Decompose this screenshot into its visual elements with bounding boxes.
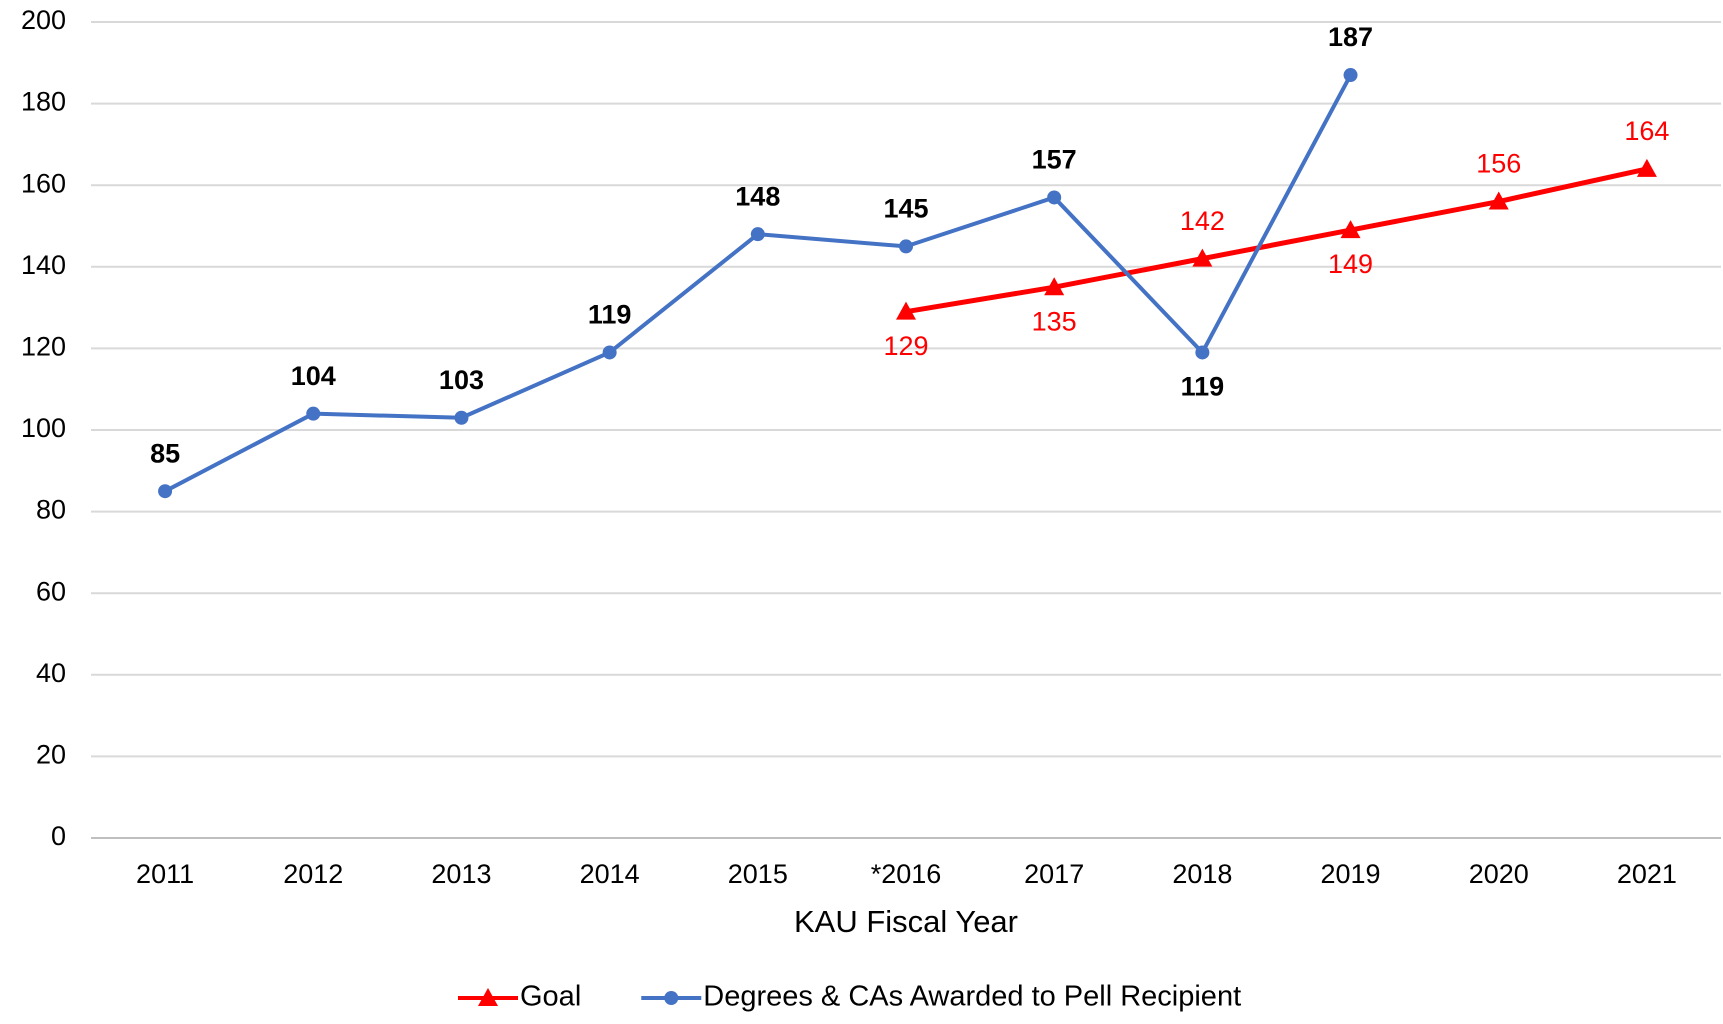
data-point — [1488, 191, 1509, 210]
y-tick-label: 20 — [36, 740, 66, 770]
data-label: 164 — [1624, 116, 1669, 146]
data-label: 119 — [588, 300, 632, 330]
data-point — [1195, 345, 1210, 360]
data-label: 129 — [883, 331, 928, 361]
data-point — [306, 406, 321, 421]
data-point — [1192, 248, 1213, 267]
data-label: 119 — [1181, 372, 1225, 402]
data-point — [1343, 68, 1358, 83]
data-point — [1636, 158, 1657, 177]
legend-label: Goal — [520, 981, 581, 1013]
x-tick-label: 2019 — [1321, 859, 1381, 889]
x-tick-label: 2017 — [1024, 859, 1084, 889]
data-point — [454, 410, 469, 425]
data-point — [1340, 220, 1361, 239]
x-tick-label: 2018 — [1172, 859, 1232, 889]
data-point — [1047, 190, 1062, 205]
data-point — [602, 345, 617, 360]
data-point — [158, 484, 173, 499]
legend-marker — [478, 988, 498, 1006]
x-tick-label: 2011 — [136, 859, 194, 889]
data-point — [1044, 277, 1065, 296]
data-label: 104 — [291, 361, 336, 391]
y-tick-label: 200 — [21, 5, 66, 35]
data-label: 135 — [1032, 306, 1077, 336]
x-tick-label: 2015 — [728, 859, 788, 889]
x-tick-label: 2014 — [580, 859, 640, 889]
y-tick-label: 100 — [21, 413, 66, 443]
data-point — [750, 227, 765, 242]
data-point — [896, 301, 916, 320]
data-point — [899, 239, 913, 254]
y-tick-label: 140 — [21, 250, 66, 280]
data-label: 156 — [1476, 149, 1521, 179]
y-tick-label: 120 — [21, 332, 66, 362]
x-tick-label: *2016 — [871, 859, 942, 889]
x-tick-label: 2012 — [283, 859, 343, 889]
x-tick-label: 2021 — [1617, 859, 1677, 889]
data-label: 157 — [1032, 145, 1077, 175]
y-tick-label: 80 — [36, 495, 66, 525]
series-line — [164, 74, 1353, 493]
y-tick-label: 0 — [51, 821, 66, 851]
y-tick-label: 180 — [21, 87, 66, 117]
data-label: 142 — [1180, 206, 1225, 236]
legend-marker — [664, 991, 679, 1005]
x-tick-label: 2020 — [1469, 859, 1529, 889]
data-label: 149 — [1328, 249, 1373, 279]
data-label: 145 — [883, 194, 928, 224]
legend-label: Degrees & CAs Awarded to Pell Recipient — [703, 981, 1241, 1013]
y-tick-label: 160 — [21, 168, 66, 198]
y-tick-label: 60 — [36, 576, 66, 606]
data-label: 187 — [1328, 22, 1373, 52]
series-line — [905, 166, 1648, 315]
y-tick-label: 40 — [36, 658, 66, 688]
data-label: 103 — [439, 365, 484, 395]
data-label: 85 — [150, 438, 180, 468]
x-axis-label: KAU Fiscal Year — [794, 904, 1018, 939]
data-label: 148 — [735, 181, 780, 211]
x-tick-label: 2013 — [431, 859, 491, 889]
